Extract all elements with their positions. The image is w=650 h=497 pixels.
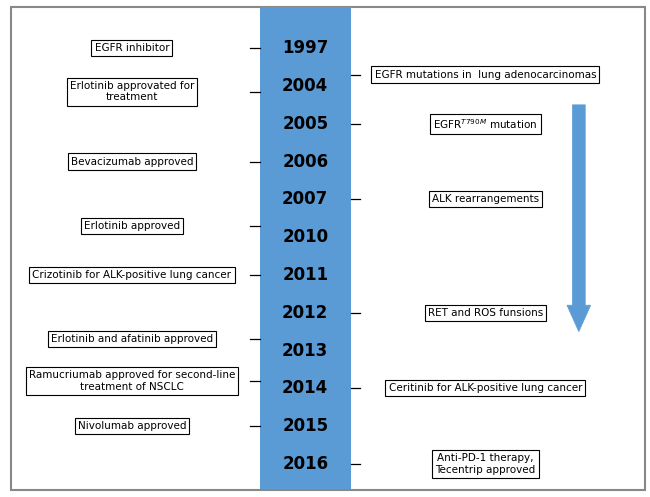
Text: 2006: 2006 xyxy=(282,153,328,170)
Text: 2016: 2016 xyxy=(282,455,328,473)
FancyBboxPatch shape xyxy=(11,6,645,491)
Text: Erlotinib approved: Erlotinib approved xyxy=(84,221,180,231)
Text: Ramucriumab approved for second-line
treatment of NSCLC: Ramucriumab approved for second-line tre… xyxy=(29,370,235,392)
Text: 2007: 2007 xyxy=(282,190,328,208)
Text: Nivolumab approved: Nivolumab approved xyxy=(78,421,186,431)
Text: EGFR inhibitor: EGFR inhibitor xyxy=(95,43,169,53)
Text: 1997: 1997 xyxy=(282,39,328,57)
Text: 2013: 2013 xyxy=(282,341,328,359)
Text: Ceritinib for ALK-positive lung cancer: Ceritinib for ALK-positive lung cancer xyxy=(389,383,582,393)
Text: 2005: 2005 xyxy=(282,115,328,133)
Text: Bevacizumab approved: Bevacizumab approved xyxy=(71,157,193,166)
Polygon shape xyxy=(567,105,591,331)
Text: Erlotinib approvated for
treatment: Erlotinib approvated for treatment xyxy=(70,81,194,102)
Text: 2012: 2012 xyxy=(282,304,328,322)
Text: 2015: 2015 xyxy=(282,417,328,435)
Text: RET and ROS funsions: RET and ROS funsions xyxy=(428,308,543,318)
Text: Crizotinib for ALK-positive lung cancer: Crizotinib for ALK-positive lung cancer xyxy=(32,270,231,280)
Text: 2014: 2014 xyxy=(282,379,328,398)
FancyBboxPatch shape xyxy=(259,6,351,489)
Text: 2010: 2010 xyxy=(282,228,328,246)
Text: Erlotinib and afatinib approved: Erlotinib and afatinib approved xyxy=(51,334,213,344)
Text: ALK rearrangements: ALK rearrangements xyxy=(432,194,539,204)
Text: 2011: 2011 xyxy=(282,266,328,284)
Text: EGFR mutations in  lung adenocarcinomas: EGFR mutations in lung adenocarcinomas xyxy=(374,70,596,80)
Text: EGFR$^{T790M}$ mutation: EGFR$^{T790M}$ mutation xyxy=(434,117,538,131)
Text: Anti-PD-1 therapy,
Tecentrip approved: Anti-PD-1 therapy, Tecentrip approved xyxy=(436,453,536,475)
Text: 2004: 2004 xyxy=(282,77,328,95)
